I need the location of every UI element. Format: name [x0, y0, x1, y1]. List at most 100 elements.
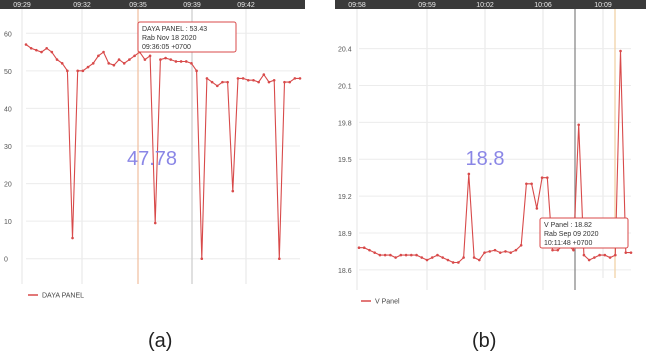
data-point	[76, 69, 79, 73]
y-tick-label: 50	[4, 69, 12, 76]
data-point	[159, 58, 162, 61]
data-point	[24, 43, 28, 46]
tooltip-box	[137, 21, 237, 53]
data-point	[81, 69, 85, 73]
data-point	[525, 182, 528, 186]
data-point	[179, 60, 183, 63]
data-point	[593, 256, 596, 259]
data-point	[241, 77, 245, 80]
y-tick-label: 19.2	[338, 194, 352, 201]
data-point	[572, 248, 575, 252]
data-point	[498, 251, 502, 254]
data-point	[483, 251, 486, 254]
data-point	[425, 258, 429, 262]
data-point	[66, 69, 69, 73]
data-point	[262, 73, 266, 76]
y-tick-label: 19.8	[338, 120, 352, 127]
x-axis-strip	[335, 0, 646, 9]
data-point	[509, 251, 512, 254]
data-point	[530, 182, 533, 186]
y-tick-label: 20	[4, 182, 12, 189]
data-point	[368, 248, 371, 252]
x-axis-strip	[0, 0, 305, 9]
tooltip-line: Rab Sep 09 2020	[544, 231, 599, 238]
data-point	[430, 256, 434, 259]
x-tick-label: 09:42	[237, 2, 255, 9]
data-point	[467, 172, 471, 176]
data-point	[399, 253, 403, 257]
data-point	[122, 62, 126, 65]
data-point	[91, 62, 95, 65]
data-point	[504, 250, 507, 253]
tooltip-line: DAYA PANEL : 53.43	[142, 26, 207, 33]
data-point	[97, 54, 100, 58]
data-point	[598, 253, 601, 257]
legend-mask	[250, 272, 300, 296]
data-point	[184, 60, 188, 63]
data-point	[629, 251, 633, 254]
x-tick-label: 10:06	[534, 2, 552, 9]
data-point	[267, 80, 271, 84]
data-point	[221, 80, 224, 84]
data-point	[624, 251, 628, 254]
data-point	[148, 54, 152, 58]
data-point	[55, 58, 59, 61]
big-value: 47.78	[127, 148, 177, 170]
data-point	[29, 47, 33, 50]
data-point	[71, 236, 74, 240]
data-point	[383, 253, 387, 257]
chart-a: 09:29 09:32 09:35 09:39 09:42 0 10 20 30 40 50 60 47…	[0, 0, 305, 300]
data-point	[420, 256, 424, 259]
data-point	[257, 80, 260, 84]
x-tick-label: 09:29	[13, 2, 31, 9]
chart-b: 09:58 09:59 10:02 10:06 10:09 18.6 18.9 19.2 19.…	[335, 0, 646, 306]
data-point	[283, 80, 286, 84]
data-point	[582, 253, 586, 257]
data-point	[205, 77, 209, 80]
data-point	[231, 189, 235, 193]
data-point	[195, 69, 198, 73]
data-point	[478, 258, 481, 262]
data-point	[226, 80, 229, 84]
data-point	[112, 63, 116, 67]
big-value: 18.8	[466, 148, 505, 170]
tooltip-line: V Panel : 18.82	[544, 222, 592, 229]
data-point	[488, 250, 492, 253]
data-point	[519, 243, 523, 247]
y-tick-label: 19.5	[338, 157, 352, 164]
data-point	[378, 253, 382, 257]
data-point	[288, 80, 291, 84]
legend-label: DAYA PANEL	[42, 293, 84, 300]
y-tick-label: 18.9	[338, 231, 352, 238]
data-point	[389, 253, 392, 257]
data-point	[551, 248, 554, 252]
data-point	[436, 253, 439, 257]
y-tick-label: 10	[4, 219, 12, 226]
x-tick-label: 09:35	[129, 2, 147, 9]
data-point	[587, 258, 591, 262]
data-point	[298, 77, 302, 80]
data-point	[50, 50, 54, 54]
data-point	[493, 248, 497, 252]
x-tick-label: 09:58	[348, 2, 366, 9]
data-point	[174, 60, 178, 63]
y-tick-label: 30	[4, 144, 12, 151]
y-tick-label: 20.1	[338, 83, 352, 90]
data-point	[446, 258, 450, 262]
data-point	[60, 62, 64, 65]
y-tick-label: 18.6	[338, 268, 352, 275]
tooltip-line: Rab Nov 18 2020	[142, 35, 197, 42]
data-point	[608, 256, 612, 259]
data-point	[373, 251, 376, 254]
tooltip-line: 09:36:05 +0700	[142, 44, 191, 51]
data-point	[86, 65, 90, 69]
data-point	[190, 62, 193, 65]
data-point	[169, 58, 173, 61]
data-point	[35, 48, 38, 52]
chart-a-panel: 09:29 09:32 09:35 09:39 09:42 0 10 20 30 40 50 60 47…	[0, 0, 305, 308]
data-point	[128, 58, 131, 61]
data-point	[117, 58, 121, 61]
data-point	[45, 47, 48, 50]
data-point	[293, 77, 297, 80]
chart-b-panel: 09:58 09:59 10:02 10:06 10:09 18.6 18.9 19.2 19.…	[335, 0, 646, 308]
